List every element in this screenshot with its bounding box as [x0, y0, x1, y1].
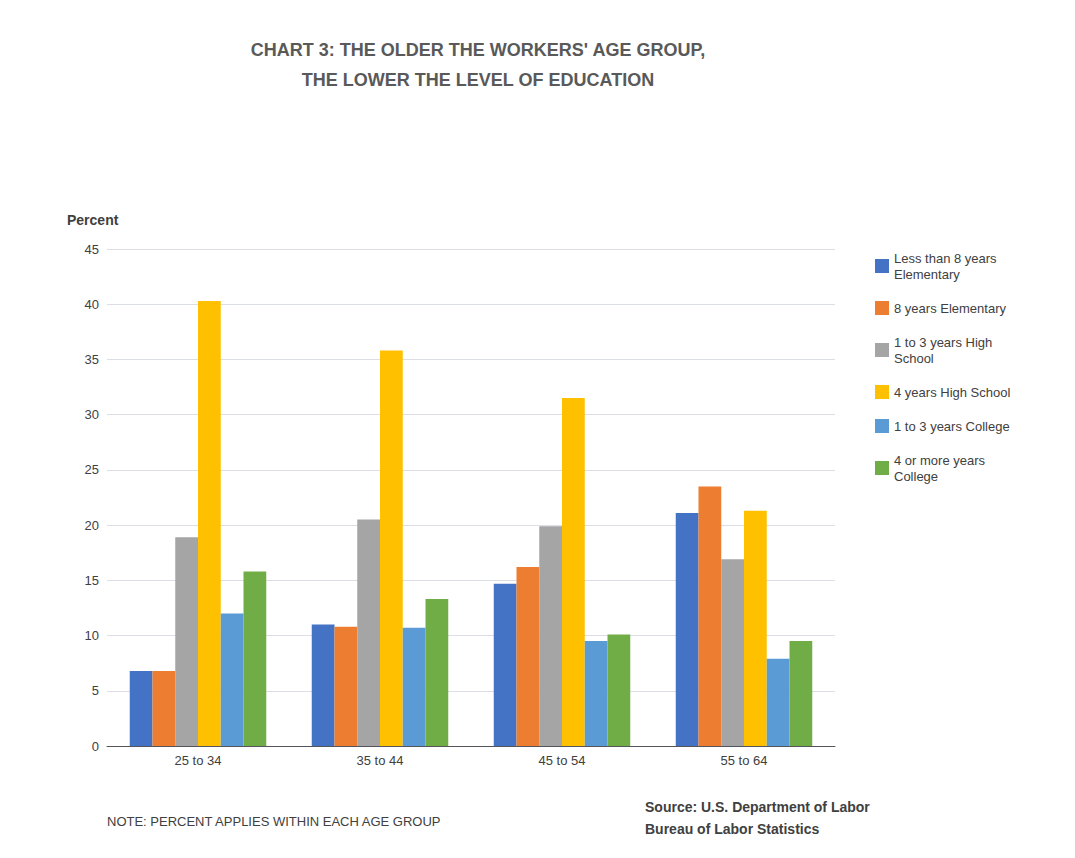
svg-text:30: 30: [85, 407, 99, 422]
svg-text:45: 45: [85, 242, 99, 257]
svg-text:1 to 3 years College: 1 to 3 years College: [894, 419, 1010, 434]
svg-text:School: School: [894, 351, 934, 366]
svg-text:35: 35: [85, 352, 99, 367]
svg-text:THE LOWER THE LEVEL OF EDUCATI: THE LOWER THE LEVEL OF EDUCATION: [302, 70, 654, 90]
svg-text:45 to 54: 45 to 54: [539, 753, 586, 768]
svg-text:10: 10: [85, 628, 99, 643]
svg-text:25: 25: [85, 462, 99, 477]
svg-text:NOTE: PERCENT APPLIES WITHIN E: NOTE: PERCENT APPLIES WITHIN EACH AGE GR…: [107, 814, 441, 829]
svg-text:Percent: Percent: [67, 212, 119, 228]
svg-text:0: 0: [92, 739, 99, 754]
svg-text:25 to 34: 25 to 34: [175, 753, 222, 768]
svg-text:40: 40: [85, 297, 99, 312]
svg-text:Less than 8 years: Less than 8 years: [894, 251, 997, 266]
svg-text:5: 5: [92, 683, 99, 698]
svg-text:1 to 3 years High: 1 to 3 years High: [894, 335, 992, 350]
svg-text:4 or more years: 4 or more years: [894, 453, 986, 468]
svg-text:College: College: [894, 469, 938, 484]
svg-text:Bureau of Labor Statistics: Bureau of Labor Statistics: [645, 821, 819, 837]
svg-text:15: 15: [85, 573, 99, 588]
svg-text:Source: U.S. Department of Lab: Source: U.S. Department of Labor: [645, 799, 870, 815]
svg-text:20: 20: [85, 518, 99, 533]
svg-text:55 to 64: 55 to 64: [721, 753, 768, 768]
svg-text:35 to 44: 35 to 44: [357, 753, 404, 768]
svg-text:Elementary: Elementary: [894, 267, 960, 282]
svg-text:4 years High School: 4 years High School: [894, 385, 1010, 400]
svg-text:8 years Elementary: 8 years Elementary: [894, 301, 1006, 316]
svg-text:CHART 3: THE OLDER THE WORKERS: CHART 3: THE OLDER THE WORKERS' AGE GROU…: [251, 40, 705, 60]
